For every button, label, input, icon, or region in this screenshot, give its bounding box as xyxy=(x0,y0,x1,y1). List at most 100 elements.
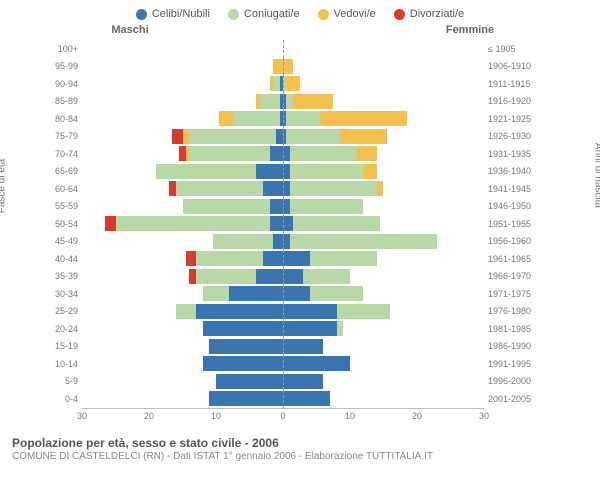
bar-segment xyxy=(263,181,283,196)
birth-year-label: 1961-1965 xyxy=(484,254,538,264)
female-bar xyxy=(283,93,484,111)
bar-segment xyxy=(172,129,182,144)
age-label: 45-49 xyxy=(50,236,82,246)
birth-year-label: 1936-1940 xyxy=(484,166,538,176)
female-bar xyxy=(283,58,484,76)
birth-year-label: 2001-2005 xyxy=(484,394,538,404)
age-label: 60-64 xyxy=(50,184,82,194)
male-bar xyxy=(82,163,283,181)
bar-segment xyxy=(219,111,232,126)
birth-year-label: 1951-1955 xyxy=(484,219,538,229)
female-bar xyxy=(283,373,484,391)
bar-segment xyxy=(186,251,196,266)
bar-pair xyxy=(82,303,484,321)
bar-segment xyxy=(283,199,290,214)
bar-segment xyxy=(256,164,283,179)
age-label: 65-69 xyxy=(50,166,82,176)
bar-segment xyxy=(290,164,364,179)
bar-segment xyxy=(283,339,323,354)
age-row: 20-241981-1985 xyxy=(50,320,538,338)
birth-year-label: 1976-1980 xyxy=(484,306,538,316)
bar-segment xyxy=(270,146,283,161)
age-label: 100+ xyxy=(50,44,82,54)
center-line xyxy=(283,303,284,321)
bar-segment xyxy=(203,321,283,336)
female-bar xyxy=(283,163,484,181)
age-row: 95-991906-1910 xyxy=(50,58,538,76)
birth-year-label: 1991-1995 xyxy=(484,359,538,369)
bar-segment xyxy=(286,94,293,109)
bar-segment xyxy=(270,216,283,231)
bar-pair xyxy=(82,320,484,338)
female-bar xyxy=(283,233,484,251)
bar-segment xyxy=(357,146,377,161)
bar-segment xyxy=(229,286,283,301)
gender-titles: Maschi Femmine xyxy=(0,24,600,36)
bar-pair xyxy=(82,180,484,198)
bar-segment xyxy=(273,76,280,91)
age-row: 30-341971-1975 xyxy=(50,285,538,303)
age-row: 25-291976-1980 xyxy=(50,303,538,321)
male-bar xyxy=(82,355,283,373)
age-row: 35-391966-1970 xyxy=(50,268,538,286)
bar-segment xyxy=(337,304,391,319)
age-row: 70-741931-1935 xyxy=(50,145,538,163)
age-label: 15-19 xyxy=(50,341,82,351)
center-line xyxy=(283,373,284,391)
bar-segment xyxy=(303,269,350,284)
center-line xyxy=(283,93,284,111)
birth-year-label: 1996-2000 xyxy=(484,376,538,386)
bar-segment xyxy=(179,146,186,161)
birth-year-label: 1946-1950 xyxy=(484,201,538,211)
bar-pair xyxy=(82,285,484,303)
legend-label: Vedovi/e xyxy=(334,8,376,20)
female-bar xyxy=(283,390,484,408)
bar-segment xyxy=(283,59,293,74)
bar-segment xyxy=(203,356,283,371)
male-bar xyxy=(82,75,283,93)
center-line xyxy=(283,180,284,198)
age-row: 5-91996-2000 xyxy=(50,373,538,391)
age-row: 60-64 1941-1945 xyxy=(50,180,538,198)
birth-year-label: ≤ 1905 xyxy=(484,44,538,54)
birth-year-label: 1941-1945 xyxy=(484,184,538,194)
bar-segment xyxy=(183,129,190,144)
age-row: 100+ ≤ 1905 xyxy=(50,40,538,58)
age-label: 10-14 xyxy=(50,359,82,369)
male-bar xyxy=(82,110,283,128)
footer-subtitle: COMUNE DI CASTELDELCI (RN) - Dati ISTAT … xyxy=(12,451,588,462)
bar-segment xyxy=(283,181,290,196)
age-label: 55-59 xyxy=(50,201,82,211)
bar-segment xyxy=(293,216,380,231)
x-tick: 10 xyxy=(211,411,221,421)
bar-segment xyxy=(283,391,330,406)
age-row: 0-42001-2005 xyxy=(50,390,538,408)
bar-segment xyxy=(286,76,299,91)
age-row: 50-541951-1955 xyxy=(50,215,538,233)
legend-label: Coniugati/e xyxy=(244,8,300,20)
bar-pair xyxy=(82,233,484,251)
age-label: 40-44 xyxy=(50,254,82,264)
bar-segment xyxy=(209,391,283,406)
age-row: 85-891916-1920 xyxy=(50,93,538,111)
center-line xyxy=(283,320,284,338)
age-label: 35-39 xyxy=(50,271,82,281)
bar-segment xyxy=(196,304,283,319)
bar-pair xyxy=(82,355,484,373)
bar-segment xyxy=(203,286,230,301)
bar-segment xyxy=(283,251,310,266)
bar-segment xyxy=(363,164,376,179)
legend-label: Divorziati/e xyxy=(410,8,464,20)
female-bar xyxy=(283,338,484,356)
female-bar xyxy=(283,355,484,373)
bar-segment xyxy=(293,94,333,109)
bar-segment xyxy=(290,146,357,161)
legend-swatch xyxy=(318,9,329,20)
male-bar xyxy=(82,198,283,216)
center-line xyxy=(283,390,284,408)
birth-year-label: 1931-1935 xyxy=(484,149,538,159)
legend-swatch xyxy=(394,9,405,20)
center-line xyxy=(283,285,284,303)
male-bar xyxy=(82,268,283,286)
bar-segment xyxy=(283,374,323,389)
